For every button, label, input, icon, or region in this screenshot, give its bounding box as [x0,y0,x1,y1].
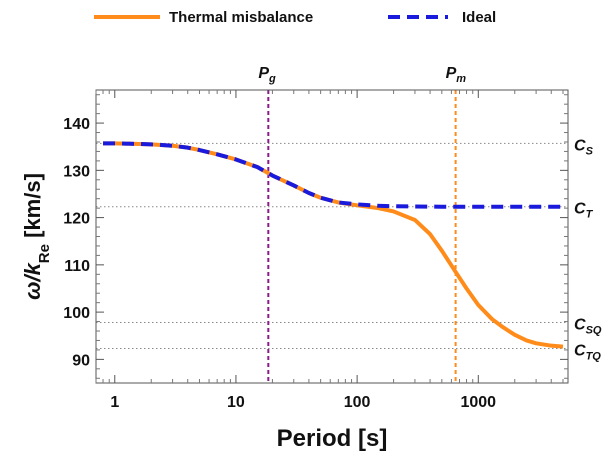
hline-label: CS [574,137,594,157]
vline-label-main: P [258,65,269,82]
y-tick-label: 110 [64,258,90,275]
series-ideal-line [103,141,563,209]
y-axis-title-sub: Re [36,244,53,263]
hline-label-sub: SQ [586,325,602,337]
hline-label: CTQ [574,343,601,363]
y-tick-label: 130 [63,163,90,180]
vline-label-main: P [446,65,457,82]
x-axis-title: Period [s] [277,425,388,452]
hline-label-main: C [574,201,586,218]
plot-frame [95,89,569,384]
x-tick-label: 1000 [460,394,496,411]
x-axis: 1 10 100 1000 [95,90,564,411]
hline-label-main: C [574,137,586,154]
hline-label-sub: S [586,145,594,157]
y-tick-label: 90 [72,352,90,369]
y-tick-label: 100 [63,305,90,322]
x-tick-label: 100 [344,394,371,411]
legend-label-ideal: Ideal [462,9,496,26]
vline-label: Pg [258,65,276,85]
x-tick-label: 1 [110,394,119,411]
legend-label-thermal-misbalance: Thermal misbalance [169,9,313,26]
vline-label: Pm [446,65,467,85]
vline-label-sub: g [268,73,276,85]
y-axis: 90 100 110 120 130 140 [63,94,568,379]
legend: Thermal misbalance Ideal [94,9,496,26]
hline-label-sub: T [586,209,594,221]
y-axis-title: ω/kRe [km/s] [20,173,53,300]
hline-label-sub: TQ [586,351,602,363]
y-axis-title-main: ω/k [20,261,45,299]
x-tick-label: 10 [227,394,245,411]
vline-label-sub: m [456,73,466,85]
series-thermal-misbalance-line [103,141,564,349]
series-lines [103,141,564,349]
y-tick-label: 120 [63,211,90,228]
hline-label-main: C [574,343,586,360]
hline-label: CSQ [574,317,602,337]
hline-label-main: C [574,317,586,334]
hline-label: CT [574,201,594,221]
y-tick-label: 140 [63,116,90,133]
y-axis-title-unit: [km/s] [20,173,45,244]
reference-vlines: Pg Pm [258,65,466,383]
